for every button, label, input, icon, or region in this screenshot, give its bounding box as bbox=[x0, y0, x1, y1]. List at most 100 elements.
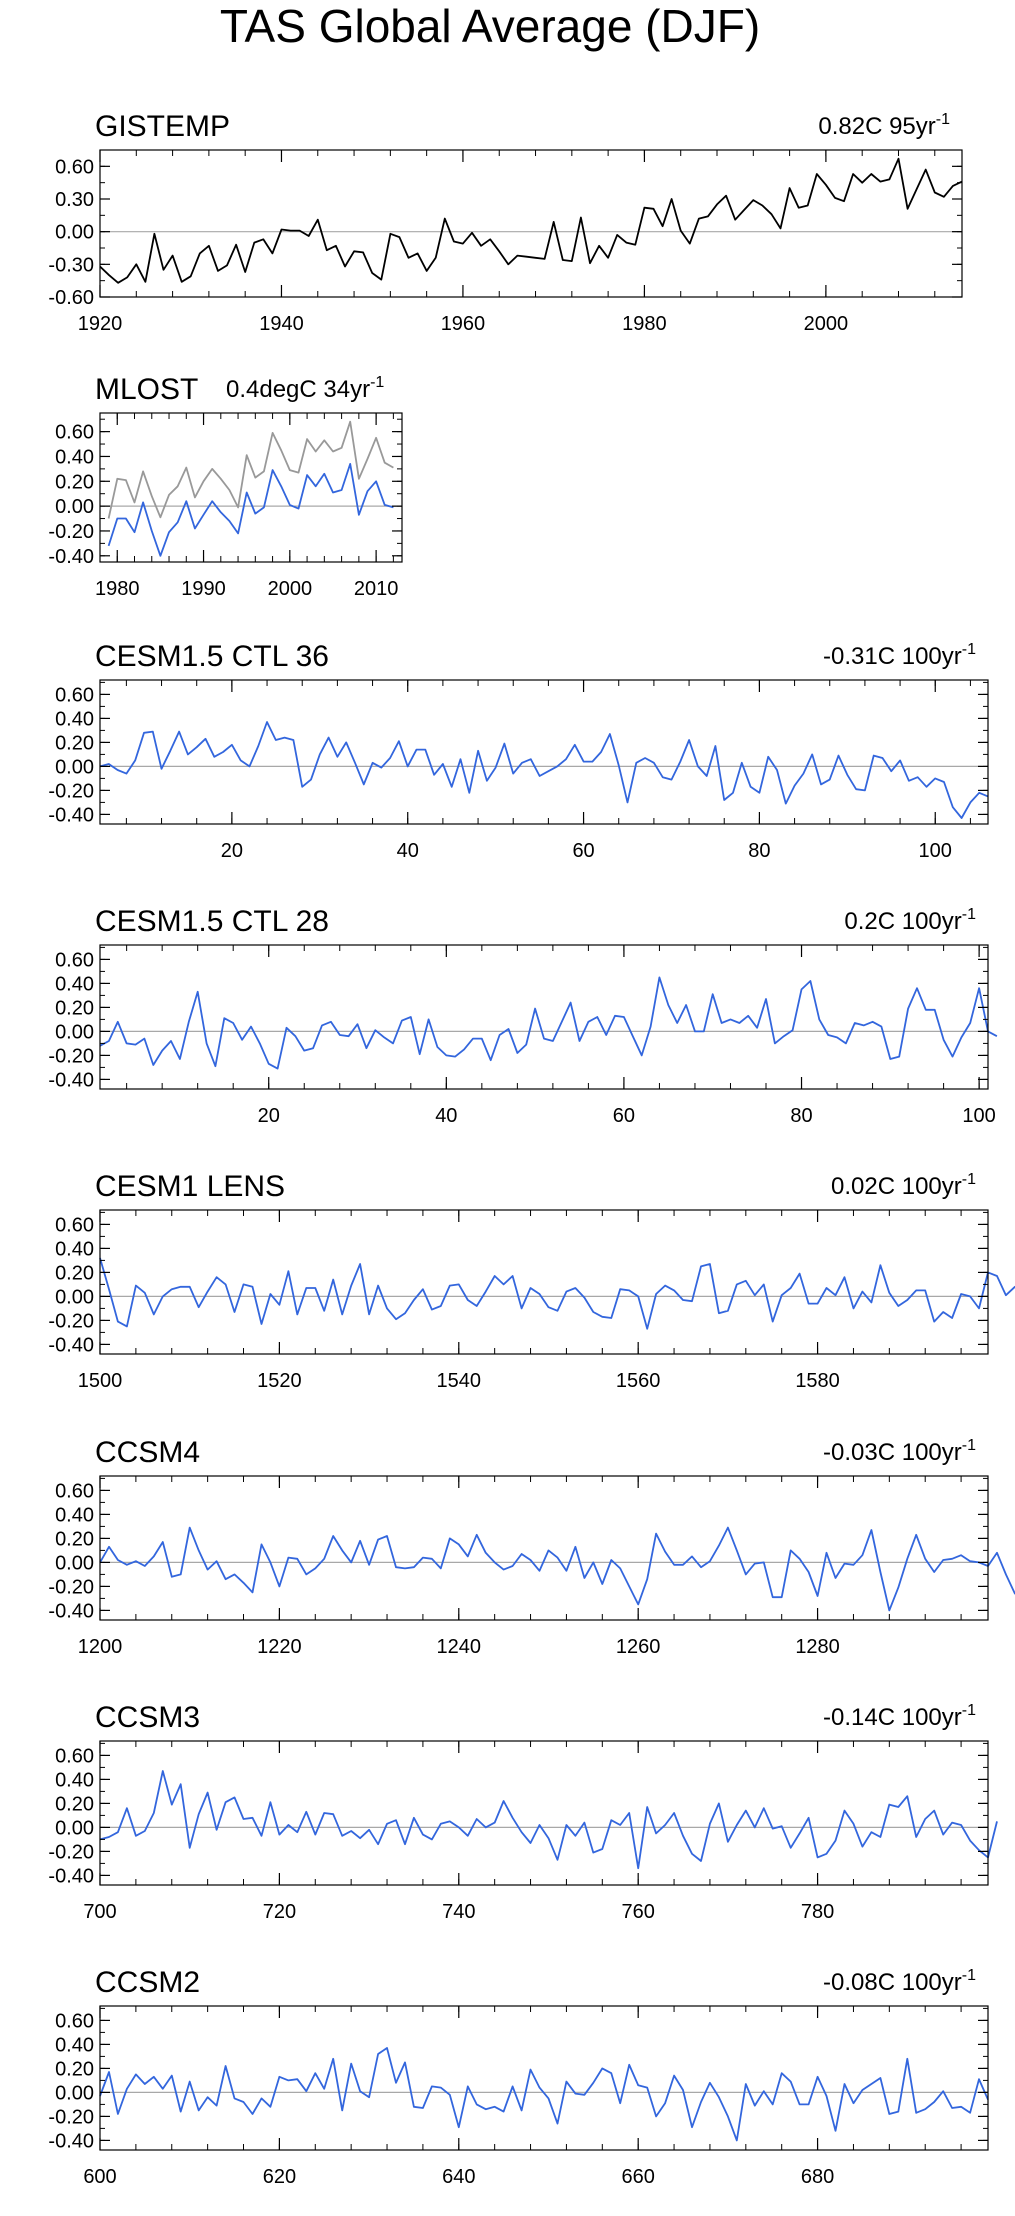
trend-exponent: -1 bbox=[962, 1702, 976, 1719]
x-tick-label: 620 bbox=[263, 2166, 296, 2188]
y-tick-label: 0.60 bbox=[55, 156, 94, 178]
panel-title: CCSM4 bbox=[95, 1436, 200, 1469]
y-tick-label: 0.40 bbox=[55, 1504, 94, 1526]
trend-label: 0.4degC 34yr-1 bbox=[226, 374, 384, 403]
x-tick-label: 80 bbox=[748, 840, 770, 862]
y-tick-label: 0.40 bbox=[55, 973, 94, 995]
plot-frame bbox=[99, 1740, 989, 1886]
y-tick-label: -0.20 bbox=[48, 780, 94, 802]
plot-frame bbox=[99, 944, 989, 1090]
y-tick-label: 0.20 bbox=[55, 2058, 94, 2080]
x-tick-label: 1920 bbox=[78, 313, 123, 335]
y-tick-label: 0.60 bbox=[55, 684, 94, 706]
trend-label: -0.14C 100yr-1 bbox=[823, 1702, 976, 1731]
x-tick-label: 1960 bbox=[441, 313, 486, 335]
x-tick-label: 660 bbox=[621, 2166, 654, 2188]
series-line-0 bbox=[99, 1526, 1015, 1612]
y-tick-label: 0.40 bbox=[55, 1769, 94, 1791]
x-tick-label: 1540 bbox=[437, 1370, 482, 1392]
trend-value: 0.2C 100yr bbox=[844, 908, 961, 935]
y-tick-label: -0.40 bbox=[48, 1334, 94, 1356]
x-tick-label: 1980 bbox=[622, 313, 667, 335]
x-tick-label: 100 bbox=[962, 1105, 995, 1127]
trend-exponent: -1 bbox=[936, 111, 950, 128]
trend-value: 0.02C 100yr bbox=[831, 1173, 962, 1200]
trend-label: -0.08C 100yr-1 bbox=[823, 1967, 976, 1996]
y-tick-label: 0.60 bbox=[55, 949, 94, 971]
x-tick-label: 2010 bbox=[354, 578, 399, 600]
trend-exponent: -1 bbox=[962, 641, 976, 658]
y-tick-label: 0.20 bbox=[55, 1793, 94, 1815]
trend-exponent: -1 bbox=[370, 374, 384, 391]
trend-exponent: -1 bbox=[962, 1967, 976, 1984]
trend-label: 0.2C 100yr-1 bbox=[844, 906, 976, 935]
trend-value: 0.4degC 34yr bbox=[226, 376, 370, 403]
figure-title: TAS Global Average (DJF) bbox=[220, 0, 760, 52]
trend-value: -0.08C 100yr bbox=[823, 1969, 962, 1996]
x-tick-label: 640 bbox=[442, 2166, 475, 2188]
y-tick-label: 0.60 bbox=[55, 2010, 94, 2032]
x-tick-label: 2000 bbox=[268, 578, 313, 600]
y-tick-label: 0.30 bbox=[55, 189, 94, 211]
chart-panel-7: 600 620 640 660 680 -0.40-0.200.000.200.400.6… bbox=[48, 1966, 989, 2188]
trend-exponent: -1 bbox=[962, 1171, 976, 1188]
x-tick-label: 1500 bbox=[78, 1370, 123, 1392]
plot-frame bbox=[99, 1475, 989, 1621]
y-tick-label: 0.00 bbox=[55, 496, 94, 518]
panel-title: CCSM3 bbox=[95, 1701, 200, 1734]
panel-title: CESM1.5 CTL 28 bbox=[95, 905, 329, 938]
y-tick-label: 0.40 bbox=[55, 446, 94, 468]
trend-label: 0.02C 100yr-1 bbox=[831, 1171, 976, 1200]
panel-title: GISTEMP bbox=[95, 110, 230, 143]
x-tick-label: 1260 bbox=[616, 1636, 661, 1658]
x-tick-label: 100 bbox=[919, 840, 952, 862]
chart-panel-4: 1500 1520 1540 1560 1580-0.40-0.200.000.200.… bbox=[48, 1170, 1015, 1392]
y-tick-label: 0.00 bbox=[55, 1817, 94, 1839]
y-tick-label: 0.40 bbox=[55, 708, 94, 730]
series-line-0 bbox=[99, 1770, 998, 1870]
y-tick-label: 0.20 bbox=[55, 732, 94, 754]
y-tick-label: 0.60 bbox=[55, 422, 94, 444]
x-tick-label: 740 bbox=[442, 1901, 475, 1923]
x-tick-label: 20 bbox=[258, 1105, 280, 1127]
x-tick-label: 40 bbox=[435, 1105, 457, 1127]
y-tick-label: 0.00 bbox=[55, 222, 94, 244]
y-tick-label: 0.20 bbox=[55, 1262, 94, 1284]
x-tick-label: 1980 bbox=[95, 578, 140, 600]
y-tick-label: -0.20 bbox=[48, 2106, 94, 2128]
series-line-0 bbox=[99, 157, 963, 284]
panel-title: CCSM2 bbox=[95, 1966, 200, 1999]
x-tick-label: 1940 bbox=[259, 313, 304, 335]
y-tick-label: -0.40 bbox=[48, 1069, 94, 1091]
y-tick-label: 0.60 bbox=[55, 1745, 94, 1767]
y-tick-label: 0.20 bbox=[55, 997, 94, 1019]
y-tick-label: 0.40 bbox=[55, 1238, 94, 1260]
chart-panel-0: 1920 1940 1960 1980 2000 -0.60 -0.30 0.00 0.30 0.… bbox=[48, 110, 963, 335]
y-tick-label: -0.20 bbox=[48, 1045, 94, 1067]
x-tick-label: 760 bbox=[621, 1901, 654, 1923]
chart-panel-5: 1200 1220 1240 1260 1280-0.40-0.200.000.200.… bbox=[48, 1436, 1015, 1658]
panel-title: CESM1.5 CTL 36 bbox=[95, 640, 329, 673]
chart-panel-6: 700 720 740 760 780 -0.40-0.200.000.200.400.6… bbox=[48, 1701, 998, 1923]
y-tick-label: -0.60 bbox=[48, 287, 94, 309]
x-tick-label: 40 bbox=[397, 840, 419, 862]
y-tick-label: 0.20 bbox=[55, 471, 94, 493]
y-tick-label: -0.20 bbox=[48, 1310, 94, 1332]
trend-label: -0.31C 100yr-1 bbox=[823, 641, 976, 670]
plot-frame bbox=[99, 412, 403, 563]
x-tick-label: 1280 bbox=[795, 1636, 840, 1658]
y-tick-label: -0.40 bbox=[48, 804, 94, 826]
series-line-0 bbox=[107, 420, 394, 519]
x-tick-label: 780 bbox=[801, 1901, 834, 1923]
y-tick-label: 0.40 bbox=[55, 2034, 94, 2056]
trend-exponent: -1 bbox=[962, 906, 976, 923]
x-tick-label: 1560 bbox=[616, 1370, 661, 1392]
y-tick-label: 0.00 bbox=[55, 1286, 94, 1308]
y-tick-label: -0.20 bbox=[48, 1841, 94, 1863]
plot-frame bbox=[99, 2005, 989, 2151]
panel-title: MLOST bbox=[95, 373, 198, 406]
y-tick-label: 0.60 bbox=[55, 1214, 94, 1236]
y-tick-label: 0.00 bbox=[55, 1021, 94, 1043]
y-tick-label: -0.20 bbox=[48, 521, 94, 543]
